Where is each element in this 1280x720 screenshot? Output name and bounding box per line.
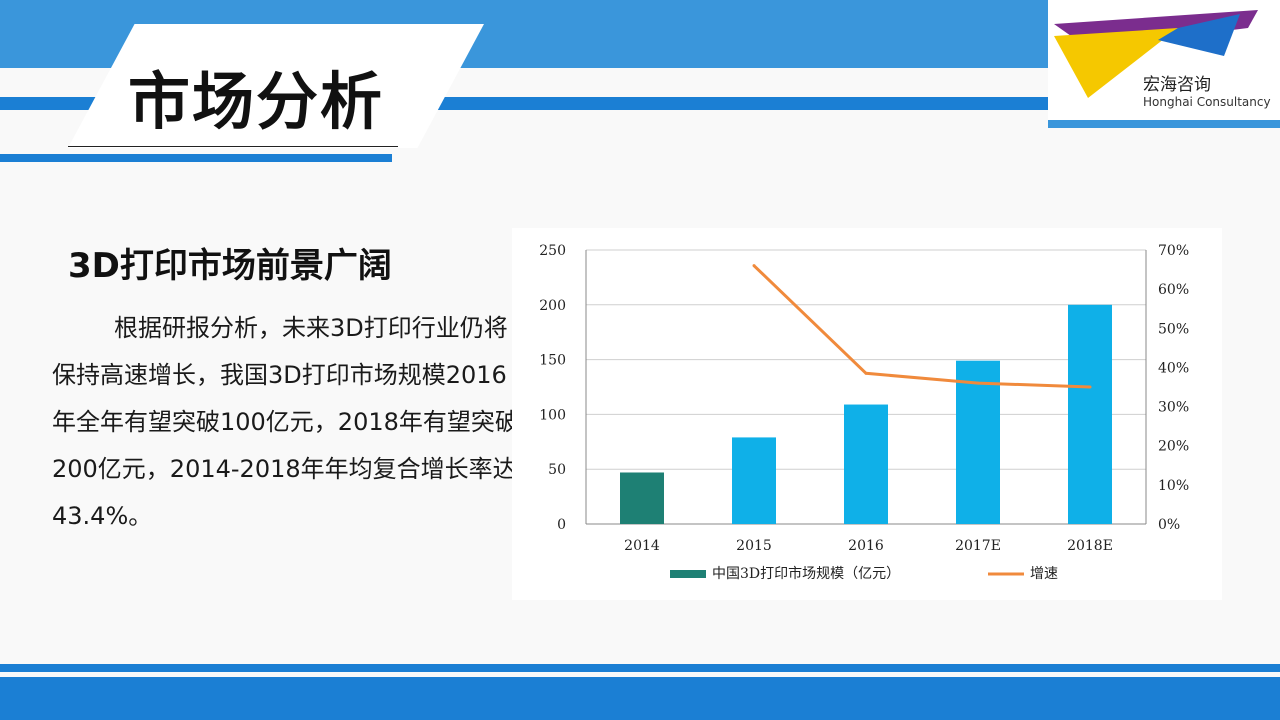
y2-tick-label: 0% [1158, 517, 1180, 533]
y-tick-label: 0 [557, 517, 566, 533]
page-title: 市场分析 [128, 65, 385, 138]
legend-label-bar: 中国3D打印市场规模（亿元） [712, 565, 900, 582]
y2-tick-label: 10% [1158, 478, 1189, 494]
y-tick-label: 200 [539, 298, 566, 314]
market-chart: 0 50 100 150 200 250 0% 10% 20% 30% 40% 50% 60% 70% 20… [512, 228, 1222, 600]
y2-tick-label: 20% [1158, 439, 1189, 455]
bar-2018E [1068, 304, 1112, 524]
x-tick-label: 2018E [1067, 538, 1113, 554]
title-underline [68, 146, 398, 147]
growth-line [752, 264, 1091, 389]
bar-2016 [844, 404, 888, 524]
y2-tick-label: 40% [1158, 360, 1189, 376]
growth-point [976, 381, 980, 385]
title-background [68, 24, 484, 148]
growth-point [752, 264, 756, 268]
logo-mark-icon [1054, 10, 1258, 98]
bar-2014 [620, 472, 664, 524]
y2-tick-label: 30% [1158, 400, 1189, 416]
y2-tick-label: 60% [1158, 282, 1189, 298]
x-tick-label: 2016 [848, 538, 884, 554]
title-underline-bar [0, 154, 392, 162]
legend-label-line: 增速 [1030, 566, 1058, 582]
x-tick-label: 2017E [955, 538, 1001, 554]
logo [1048, 0, 1280, 128]
footer-band [0, 677, 1280, 720]
logo-subtitle: Honghai Consultancy [1143, 95, 1271, 109]
bar-2017E [956, 360, 1000, 524]
logo-bar [1048, 120, 1280, 128]
y2-tick-label: 50% [1158, 321, 1189, 337]
y-tick-label: 150 [539, 353, 566, 369]
chart-svg: 0 50 100 150 200 250 0% 10% 20% 30% 40% 50% 60% 70% 20… [539, 243, 1189, 582]
x-tick-label: 2014 [624, 538, 660, 554]
footer-stripe [0, 664, 1280, 672]
y2-tick-label: 70% [1158, 243, 1189, 259]
y-tick-label: 250 [539, 243, 566, 259]
y-tick-label: 100 [539, 407, 566, 423]
bar-2015 [732, 437, 776, 524]
section-heading: 3D打印市场前景广阔 [68, 246, 392, 286]
growth-point [1088, 385, 1092, 389]
growth-point [864, 371, 868, 375]
body-paragraph: 根据研报分析，未来3D打印行业仍将保持高速增长，我国3D打印市场规模2016年全… [52, 314, 519, 530]
logo-name: 宏海咨询 [1143, 75, 1211, 95]
y-tick-label: 50 [548, 462, 566, 478]
x-tick-label: 2015 [736, 538, 772, 554]
legend-swatch-bar [670, 570, 706, 578]
